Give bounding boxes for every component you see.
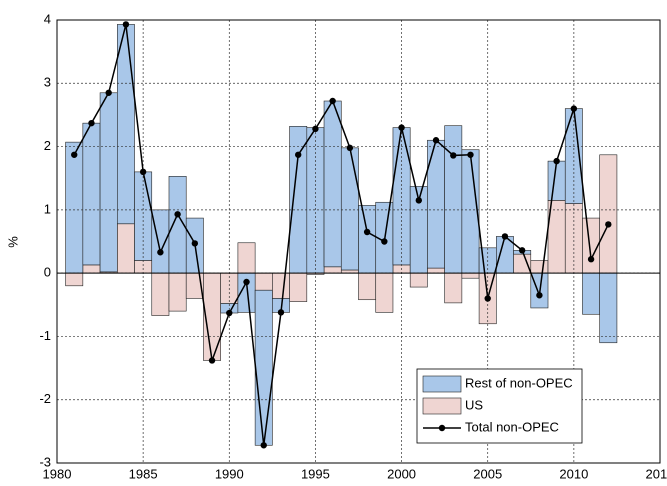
y-tick-label: -3 (39, 454, 51, 469)
point (277, 309, 285, 316)
bar (99, 92, 118, 273)
point (501, 233, 509, 240)
bar (134, 260, 153, 274)
point (518, 247, 526, 254)
bar (340, 147, 359, 271)
bar (513, 253, 532, 274)
point (553, 157, 560, 165)
legend-label: US (465, 397, 483, 412)
y-axis-label: % (5, 236, 20, 248)
legend-swatch (438, 424, 446, 432)
x-tick-label: 1995 (301, 466, 330, 481)
point (484, 295, 491, 302)
legend-label: Rest of non-OPEC (465, 375, 573, 390)
point (587, 256, 595, 263)
x-tick-label: 1990 (215, 466, 244, 481)
point (71, 151, 78, 158)
point (312, 125, 319, 133)
x-tick-label: 1985 (129, 466, 158, 481)
bar (358, 205, 377, 274)
point (174, 211, 181, 218)
bar (461, 149, 480, 274)
legend-swatch (422, 375, 462, 393)
x-tick-label: 2015 (646, 466, 667, 481)
y-tick-label: 2 (44, 138, 51, 153)
x-tick-label: 2000 (387, 466, 416, 481)
plot-frame (56, 19, 661, 464)
bar (237, 242, 256, 274)
bar (65, 272, 84, 287)
legend: Rest of non-OPEC US Total non-OPEC (416, 368, 583, 444)
bar (151, 272, 170, 316)
point (157, 249, 164, 256)
legend-label: Total non-OPEC (465, 419, 559, 434)
point (570, 105, 578, 112)
y-tick-label: 3 (44, 75, 51, 90)
y-tick-label: 0 (44, 265, 51, 280)
point (346, 144, 354, 152)
y-tick-label: 1 (44, 201, 51, 216)
y-tick-label: -2 (39, 391, 51, 406)
point (467, 151, 474, 158)
point (398, 124, 405, 131)
bar (599, 154, 618, 274)
x-tick-label: 1980 (43, 466, 72, 481)
point (208, 357, 216, 364)
point (381, 238, 388, 245)
bar (168, 272, 187, 312)
bar (289, 126, 308, 274)
point (105, 89, 112, 96)
point (363, 228, 371, 236)
bar (272, 272, 290, 299)
point (295, 151, 302, 158)
point (191, 240, 199, 247)
point (605, 221, 612, 228)
legend-swatch (422, 397, 462, 415)
bar (254, 289, 273, 446)
bar (409, 272, 428, 288)
bar (599, 272, 618, 344)
bar (117, 223, 135, 274)
bar (323, 100, 342, 268)
bar (151, 209, 170, 274)
bar (358, 272, 377, 301)
bar (375, 272, 394, 313)
bar (461, 272, 480, 279)
point (536, 292, 543, 299)
point (329, 97, 336, 105)
point (122, 21, 130, 28)
point (450, 152, 457, 159)
point (226, 309, 233, 317)
bar (82, 122, 101, 266)
point (432, 137, 440, 144)
point (243, 278, 250, 286)
point (88, 119, 95, 127)
bar (444, 272, 463, 304)
bar (582, 272, 601, 315)
point (260, 442, 267, 449)
line (73, 24, 609, 446)
bar (117, 24, 135, 225)
bar (444, 125, 463, 274)
x-tick-label: 2005 (473, 466, 502, 481)
bar (427, 267, 445, 274)
bar (65, 141, 84, 274)
bar (254, 272, 273, 291)
y-tick-label: 4 (44, 11, 51, 26)
point (139, 168, 147, 176)
bar (323, 266, 342, 274)
bar (289, 272, 308, 302)
x-tick-label: 2010 (559, 466, 588, 481)
bar (82, 264, 101, 274)
point (415, 197, 422, 204)
y-tick-label: -1 (39, 328, 51, 343)
bar (530, 260, 549, 274)
